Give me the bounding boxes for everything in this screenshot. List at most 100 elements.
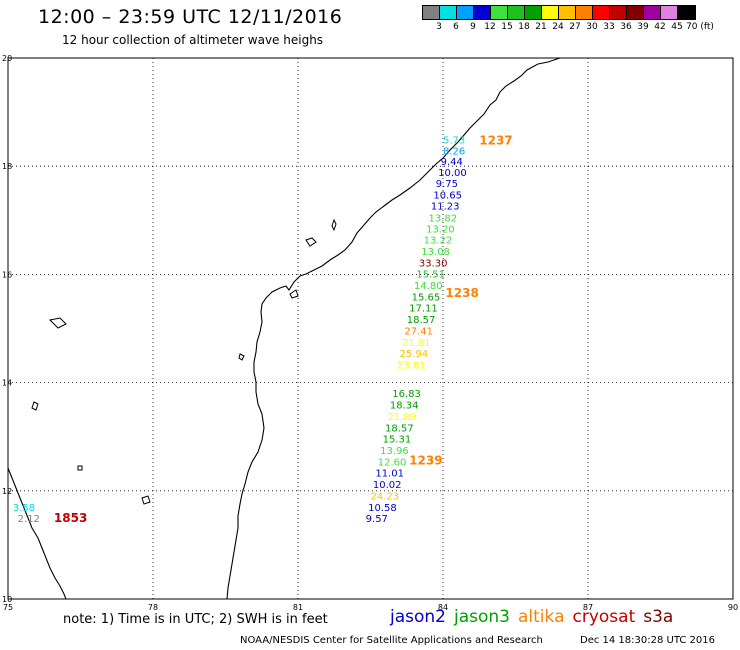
wave-height-value: 5.73: [443, 135, 465, 146]
longitude-label: 90: [728, 603, 738, 612]
pass-time-label: 1238: [445, 286, 478, 300]
wave-height-value: 21.89: [387, 412, 416, 423]
colorbar-swatch: [610, 6, 627, 19]
colorbar-swatch: [491, 6, 508, 19]
colorbar-tick-label: 15: [501, 22, 513, 32]
colorbar-swatch: [644, 6, 661, 19]
longitude-label: 84: [438, 603, 448, 612]
wave-height-value: 18.57: [407, 315, 436, 326]
map-subtitle: 12 hour collection of altimeter wave hei…: [62, 33, 324, 47]
wave-height-value: 23.81: [397, 361, 426, 372]
colorbar-tick-label: 12: [484, 22, 496, 32]
longitude-labels: 75 78 81 84 87 90: [3, 603, 738, 612]
colorbar-tick-label: 39: [637, 22, 649, 32]
island-feature: [289, 289, 299, 299]
colorbar-tick-label: 27: [569, 22, 581, 32]
island-feature: [305, 237, 317, 247]
wave-height-value: 13.22: [424, 236, 453, 247]
footer-credit: NOAA/NESDIS Center for Satellite Applica…: [240, 635, 543, 646]
wave-height-value: 10.58: [368, 503, 397, 514]
latitude-label: 12: [2, 487, 12, 496]
wave-height-value: 21.81: [402, 338, 431, 349]
latitude-label: 20: [2, 54, 12, 63]
wave-height-value: 10.65: [433, 191, 462, 202]
wave-height-value: 11.01: [375, 469, 404, 480]
wave-height-observations: 5.738.269.4410.009.7510.6511.2313.8213.2…: [13, 135, 467, 525]
legend-item-jason2: jason2: [390, 607, 446, 627]
legend-item-jason3: jason3: [454, 607, 510, 627]
pass-time-label: 1237: [479, 134, 512, 148]
latitude-label: 16: [2, 270, 12, 279]
island-feature: [141, 495, 151, 505]
colorbar-swatch: [593, 6, 610, 19]
colorbar-swatches: [422, 5, 696, 20]
colorbar-tick-label: 6: [453, 22, 459, 32]
colorbar-tick-label: 33: [603, 22, 615, 32]
coastline-east-india: [226, 57, 561, 600]
colorbar-swatch: [627, 6, 644, 19]
wave-height-value: 11.23: [431, 201, 460, 212]
latitude-label: 10: [2, 595, 12, 604]
wave-height-value: 33.30: [419, 258, 448, 269]
wave-height-value: 18.34: [390, 401, 419, 412]
wave-height-value: 9.75: [436, 179, 458, 190]
longitude-label: 81: [293, 603, 303, 612]
coastline-west-india: [7, 467, 67, 600]
wave-height-value: 25.94: [400, 349, 429, 360]
legend-item-cryosat: cryosat: [572, 607, 636, 627]
wave-height-value: 15.65: [412, 292, 441, 303]
longitude-label: 78: [148, 603, 158, 612]
colorbar-tick-label: 30: [586, 22, 598, 32]
colorbar-swatch: [576, 6, 593, 19]
wave-height-colorbar: 3 6 9 12 15 18 21 24 27 30 33 36 39 42 45 70 (ft): [422, 5, 714, 34]
latitude-label: 14: [2, 379, 12, 388]
island-feature: [331, 218, 337, 232]
wave-height-value: 13.20: [426, 225, 455, 236]
island-feature: [238, 353, 245, 361]
pass-time-label: 1853: [54, 511, 87, 525]
longitude-label: 75: [3, 603, 13, 612]
wave-height-value: 13.82: [429, 213, 458, 224]
colorbar-tick-label: 24: [552, 22, 564, 32]
colorbar-tick-label: 9: [470, 22, 476, 32]
island-feature: [77, 465, 83, 471]
colorbar-tick-label: 21: [535, 22, 547, 32]
wave-height-value: 14.80: [414, 281, 443, 292]
colorbar-tick-labels: 3 6 9 12 15 18 21 24 27 30 33 36 39 42 45 70 (ft): [422, 20, 714, 34]
legend-item-altika: altika: [518, 607, 565, 627]
colorbar-swatch: [440, 6, 457, 19]
wave-height-value: 27.41: [404, 326, 433, 337]
colorbar-swatch: [508, 6, 525, 19]
wave-height-value: 18.57: [385, 423, 414, 434]
wave-height-value: 15.51: [416, 270, 445, 281]
map-gridlines: [8, 58, 733, 599]
colorbar-swatch: [525, 6, 542, 19]
colorbar-swatch: [457, 6, 474, 19]
wave-height-value: 13.08: [421, 247, 450, 258]
colorbar-tick-label: 70 (ft): [686, 22, 714, 32]
colorbar-swatch: [661, 6, 678, 19]
satellite-pass-times: 1237 1238 1239 1853: [54, 134, 513, 526]
colorbar-swatch: [678, 6, 695, 19]
wave-height-value: 17.11: [409, 304, 438, 315]
wave-height-value: 8.26: [443, 146, 465, 157]
pass-time-label: 1239: [409, 453, 442, 467]
satellite-legend: jason2 jason3 altika cryosat s3a: [390, 607, 681, 627]
colorbar-tick-label: 36: [620, 22, 632, 32]
map-frame: [7, 57, 734, 600]
legend-item-s3a: s3a: [643, 607, 674, 627]
wave-height-value: 15.31: [383, 435, 412, 446]
wave-height-value: 16.83: [392, 389, 421, 400]
wave-height-value: 3.58: [13, 503, 35, 514]
colorbar-tick-label: 42: [654, 22, 666, 32]
map-title: 12:00 – 23:59 UTC 12/11/2016: [38, 6, 343, 28]
colorbar-tick-label: 3: [436, 22, 442, 32]
wave-height-value: 9.44: [441, 157, 463, 168]
wave-height-value: 10.02: [373, 480, 402, 491]
wave-height-value: 12.60: [378, 457, 407, 468]
latitude-labels: 20 18 16 14 12 10: [2, 54, 12, 604]
island-feature: [31, 401, 39, 411]
colorbar-tick-label: 18: [518, 22, 530, 32]
wave-height-value: 10.00: [438, 168, 467, 179]
colorbar-swatch: [559, 6, 576, 19]
